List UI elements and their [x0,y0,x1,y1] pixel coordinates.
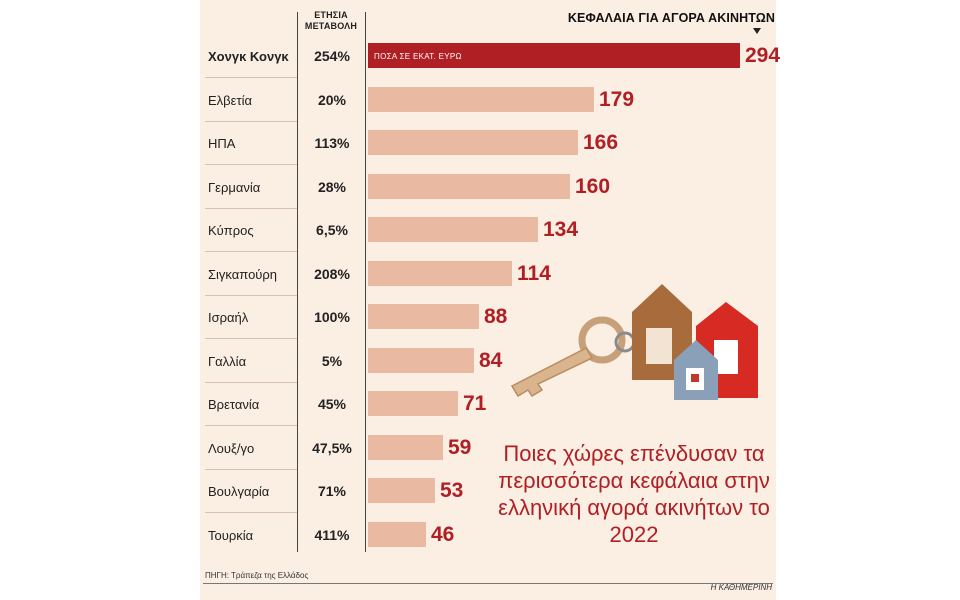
bar [368,217,538,242]
bottom-rule [203,583,773,584]
country-label: Κύπρος [208,223,254,238]
unit-label: ΠΟΣΑ ΣΕ ΕΚΑΤ. ΕΥΡΩ [374,52,462,61]
bar-value-label: 134 [543,218,579,241]
bar-value-label: 53 [440,479,464,502]
bar-value-label: 59 [448,435,472,459]
house-grey-icon [674,340,718,400]
annual-change-value: 20% [317,91,347,108]
country-label: Τουρκία [208,527,254,543]
bar [368,434,443,460]
country-label: Ισραήλ [208,310,249,325]
bar [368,521,426,547]
row-separator [205,77,297,78]
country-label: Χονγκ Κονγκ [208,49,289,64]
column-divider-right [365,12,366,552]
row-separator [205,338,297,339]
column-divider-left [297,12,298,552]
row-separator [205,425,297,426]
bar [368,130,578,155]
bar [368,304,479,329]
country-label: Ελβετία [208,92,252,108]
annual-change-value: 28% [317,178,347,195]
country-label: Βρετανία [208,397,260,412]
row-separator [205,164,297,165]
row-separator [205,512,297,513]
country-label: Λουξ/γο [208,440,255,456]
bar [368,86,594,112]
bar [368,43,740,68]
bar-value-label: 179 [599,87,635,111]
bar-value-label: 84 [479,348,503,372]
bar-value-label: 166 [583,131,619,154]
row-separator [205,468,297,470]
bar [368,173,570,199]
country-label: Γαλλία [208,353,247,369]
bar [368,478,435,503]
bar-value-label: 71 [463,392,487,415]
country-label: Γερμανία [208,179,261,195]
credit: Η ΚΑΘΗΜΕΡΙΝΗ [710,583,772,592]
bar-value-label: 46 [431,522,455,546]
country-label: ΗΠΑ [208,136,236,151]
bar [368,391,458,416]
bar-value-label: 294 [745,44,781,67]
row-separator [205,120,297,122]
annual-change-value: 113% [314,135,350,151]
bar [368,347,474,373]
annual-change-value: 5% [321,352,343,369]
row-separator [205,207,297,209]
row-separator [205,294,297,296]
annual-change-value: 45% [317,396,347,412]
key-icon [510,316,636,398]
annual-change-value: 100% [314,309,350,325]
bar-value-label: 160 [575,174,611,198]
row-separator [205,381,297,383]
bar-value-label: 88 [484,305,508,328]
bar [368,260,512,286]
country-label: Βουλγαρία [208,484,270,499]
annual-change-value: 208% [314,265,350,282]
source-note: ΠΗΓΗ: Τράπεζα της Ελλάδος [205,571,309,580]
headline: Ποιες χώρες επένδυσαν τα περισσότερα κεφ… [498,441,770,547]
title-marker-icon [753,28,761,34]
annual-change-value: 411% [314,526,350,543]
country-label: Σιγκαπούρη [208,266,278,282]
key-and-houses-illustration [510,284,758,400]
annual-change-value: 254% [314,48,350,64]
change-column-header: ΕΤΗΣΙΑ ΜΕΤΑΒΟΛΗ [304,10,358,31]
row-separator [205,251,297,252]
annual-change-value: 47,5% [312,439,352,456]
annual-change-value: 6,5% [316,222,348,238]
annual-change-value: 71% [317,483,347,499]
house-brown-icon [632,284,692,380]
chart-title: ΚΕΦΑΛΑΙΑ ΓΙΑ ΑΓΟΡΑ ΑΚΙΝΗΤΩΝ [567,11,775,25]
bar-value-label: 114 [517,261,551,285]
